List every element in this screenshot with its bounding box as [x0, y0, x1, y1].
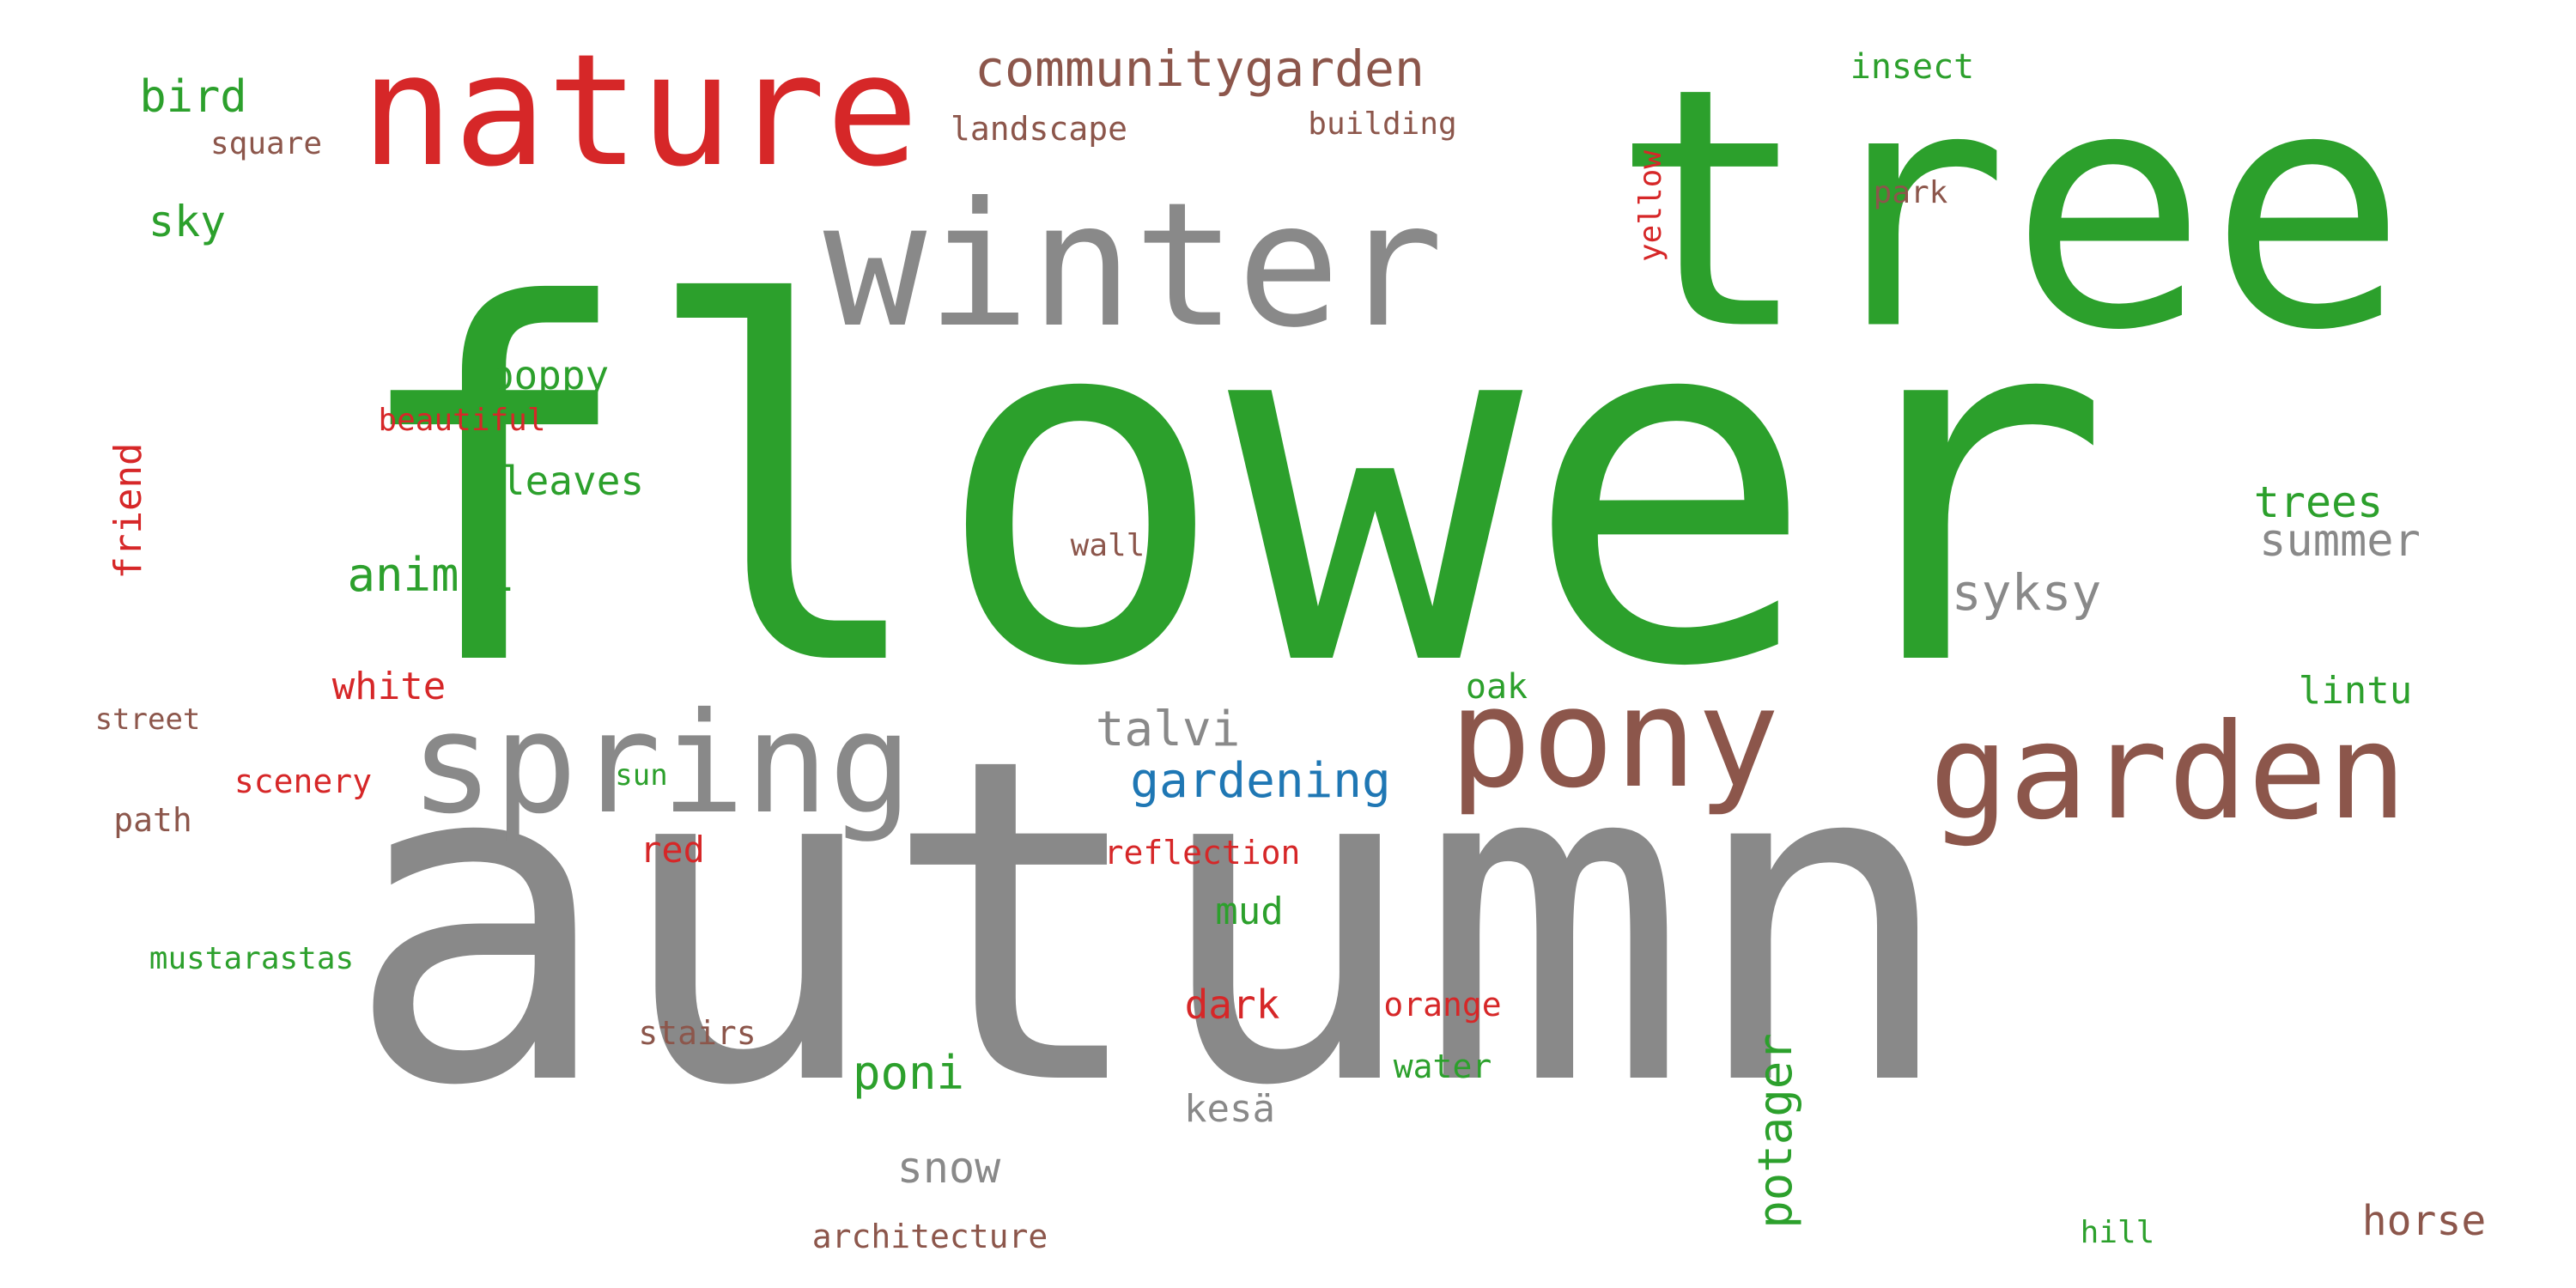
word-scenery: scenery — [234, 762, 373, 800]
word-red: red — [640, 829, 705, 871]
word-winter: winter — [823, 166, 1444, 366]
word-horse: horse — [2361, 1197, 2487, 1245]
word-sky: sky — [148, 197, 227, 246]
word-water: water — [1393, 1048, 1492, 1085]
word-bird: bird — [139, 71, 247, 123]
word-syksy: syksy — [1951, 563, 2102, 622]
word-pony: pony — [1449, 658, 1780, 818]
word-reflection: reflection — [1103, 834, 1301, 872]
word-path: path — [113, 801, 192, 839]
word-flower: flower — [343, 204, 2112, 774]
word-stairs: stairs — [638, 1014, 756, 1052]
word-square: square — [210, 126, 323, 161]
word-spring: spring — [410, 683, 913, 845]
word-insect: insect — [1850, 47, 1975, 87]
word-poppy: poppy — [489, 352, 610, 398]
word-talvi: talvi — [1095, 702, 1241, 757]
word-park: park — [1873, 175, 1948, 210]
word-street: street — [94, 702, 201, 737]
word-yellow: yellow — [1633, 149, 1668, 263]
word-dark: dark — [1184, 981, 1280, 1028]
word-potager: potager — [1748, 1033, 1802, 1229]
word-poni: poni — [852, 1046, 965, 1100]
word-beautiful: beautiful — [378, 403, 546, 438]
word-oak: oak — [1465, 667, 1528, 707]
word-nature: nature — [360, 21, 920, 201]
word-wall: wall — [1070, 528, 1145, 563]
word-leaves: leaves — [501, 458, 645, 504]
word-snow: snow — [896, 1143, 1001, 1193]
word-communitygarden: communitygarden — [975, 39, 1425, 98]
word-autumn: autumn — [343, 663, 1958, 1183]
word-garden: garden — [1929, 696, 2408, 849]
word-animal: animal — [347, 548, 515, 602]
word-white: white — [331, 665, 447, 708]
word-hill: hill — [2080, 1215, 2155, 1250]
word-architecture: architecture — [811, 1218, 1048, 1255]
word-gardening: gardening — [1130, 753, 1391, 809]
word-mustarastas: mustarastas — [149, 941, 355, 976]
word-building: building — [1308, 106, 1457, 142]
word-orange: orange — [1383, 986, 1502, 1024]
word-friend: friend — [106, 442, 150, 580]
word-tree: tree — [1611, 17, 2408, 403]
word-landscape: landscape — [951, 110, 1127, 148]
word-kesa: kesä — [1184, 1087, 1275, 1131]
word-lintu: lintu — [2298, 669, 2413, 713]
word-sun: sun — [615, 758, 668, 793]
word-summer: summer — [2259, 515, 2421, 567]
word-trees: trees — [2253, 477, 2384, 527]
word-mud: mud — [1215, 890, 1284, 933]
